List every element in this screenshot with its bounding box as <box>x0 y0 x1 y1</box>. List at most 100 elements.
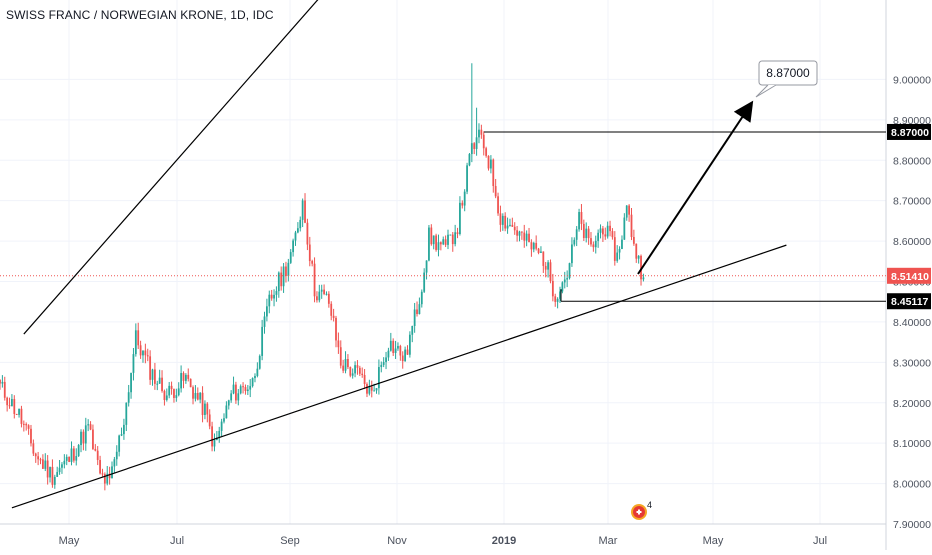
y-tick-label: 8.80000 <box>893 155 931 167</box>
candle-body <box>439 242 442 245</box>
candle-body <box>363 374 366 384</box>
candle-body <box>80 431 82 446</box>
candle-body <box>125 402 128 425</box>
candle-body <box>84 425 87 444</box>
candle-body <box>356 365 359 368</box>
candle-body <box>161 377 163 391</box>
support-price-tag: 8.45117 <box>891 296 929 308</box>
candle-body <box>606 225 609 237</box>
candle-body <box>149 356 152 380</box>
candle-body <box>475 137 478 149</box>
candle-body <box>134 330 137 355</box>
candle-body <box>301 200 304 220</box>
y-tick-label: 8.10000 <box>893 438 931 450</box>
candle-body <box>401 355 404 362</box>
candle-body <box>292 240 295 253</box>
candle-body <box>3 381 6 398</box>
candle-body <box>218 430 221 438</box>
candle-body <box>492 159 495 187</box>
candle-body <box>528 233 530 243</box>
candle-body <box>504 215 507 229</box>
candle-body <box>313 263 316 297</box>
candle-body <box>339 347 342 366</box>
candle-body <box>463 191 466 206</box>
candle-body <box>406 349 409 355</box>
callout-box[interactable] <box>758 60 818 86</box>
candle-body <box>366 383 368 394</box>
candle-body <box>513 226 516 231</box>
candle-body <box>423 272 426 292</box>
candle-body <box>270 294 273 299</box>
candle-body <box>582 223 585 239</box>
x-tick-label: May <box>703 535 724 547</box>
candle-body <box>361 373 364 375</box>
candle-body <box>294 232 297 241</box>
candle-body <box>411 326 414 335</box>
projection-arrow[interactable] <box>637 100 754 275</box>
candle-body <box>342 365 345 371</box>
candle-body <box>61 464 63 468</box>
candle-body <box>142 350 144 356</box>
target-price-tag-bg <box>887 123 931 140</box>
candle-body <box>416 309 418 315</box>
candle-body <box>511 224 514 227</box>
candle-body <box>337 340 340 348</box>
candle-body <box>392 340 395 353</box>
candle-body <box>94 448 97 451</box>
candle-body <box>13 399 16 414</box>
x-tick-label: Jul <box>813 535 827 547</box>
candle-body <box>494 186 497 197</box>
candle-body <box>327 293 330 304</box>
candle-body <box>432 235 435 245</box>
candle-body <box>92 429 94 449</box>
candle-body <box>587 228 590 239</box>
candle-body <box>168 385 171 396</box>
candle-body <box>540 251 542 253</box>
candle-body <box>394 348 397 353</box>
candle-body <box>189 378 192 388</box>
candle-body <box>256 368 259 376</box>
candle-body <box>175 395 178 398</box>
candle-body <box>518 231 521 236</box>
candle-body <box>132 354 135 373</box>
candle-body <box>544 265 547 270</box>
candle-body <box>435 235 437 250</box>
candle-body <box>563 279 566 283</box>
candle-body <box>601 228 604 235</box>
candle-body <box>204 403 206 415</box>
candle-body <box>282 266 285 287</box>
candle-body <box>418 304 421 315</box>
candle-body <box>63 460 66 465</box>
candle-body <box>611 231 614 238</box>
upper-trend-line[interactable] <box>23 0 436 335</box>
candle-body <box>604 234 607 237</box>
candle-body <box>349 367 352 376</box>
candle-body <box>237 393 240 401</box>
candle-body <box>480 129 483 135</box>
candle-body <box>199 392 202 400</box>
candle-body <box>196 392 199 400</box>
candle-body <box>547 262 549 270</box>
candle-body <box>184 374 187 381</box>
candle-body <box>449 234 452 236</box>
candle-body <box>11 399 13 407</box>
candle-body <box>27 425 30 429</box>
candle-body <box>56 472 59 477</box>
candle-body <box>273 294 275 299</box>
candle-body <box>180 373 183 389</box>
candle-body <box>87 424 90 426</box>
callout-label: 8.87000 <box>766 66 810 80</box>
candle-body <box>230 393 233 401</box>
candle-body <box>621 239 623 249</box>
candle-body <box>623 217 626 240</box>
candle-body <box>173 389 175 398</box>
lower-trend-line[interactable] <box>11 244 787 509</box>
callout-pointer <box>755 84 777 98</box>
candle-body <box>578 212 580 230</box>
candle-body <box>444 239 447 245</box>
candle-body <box>296 228 299 233</box>
candle-body <box>51 466 54 485</box>
candle-body <box>15 413 18 415</box>
